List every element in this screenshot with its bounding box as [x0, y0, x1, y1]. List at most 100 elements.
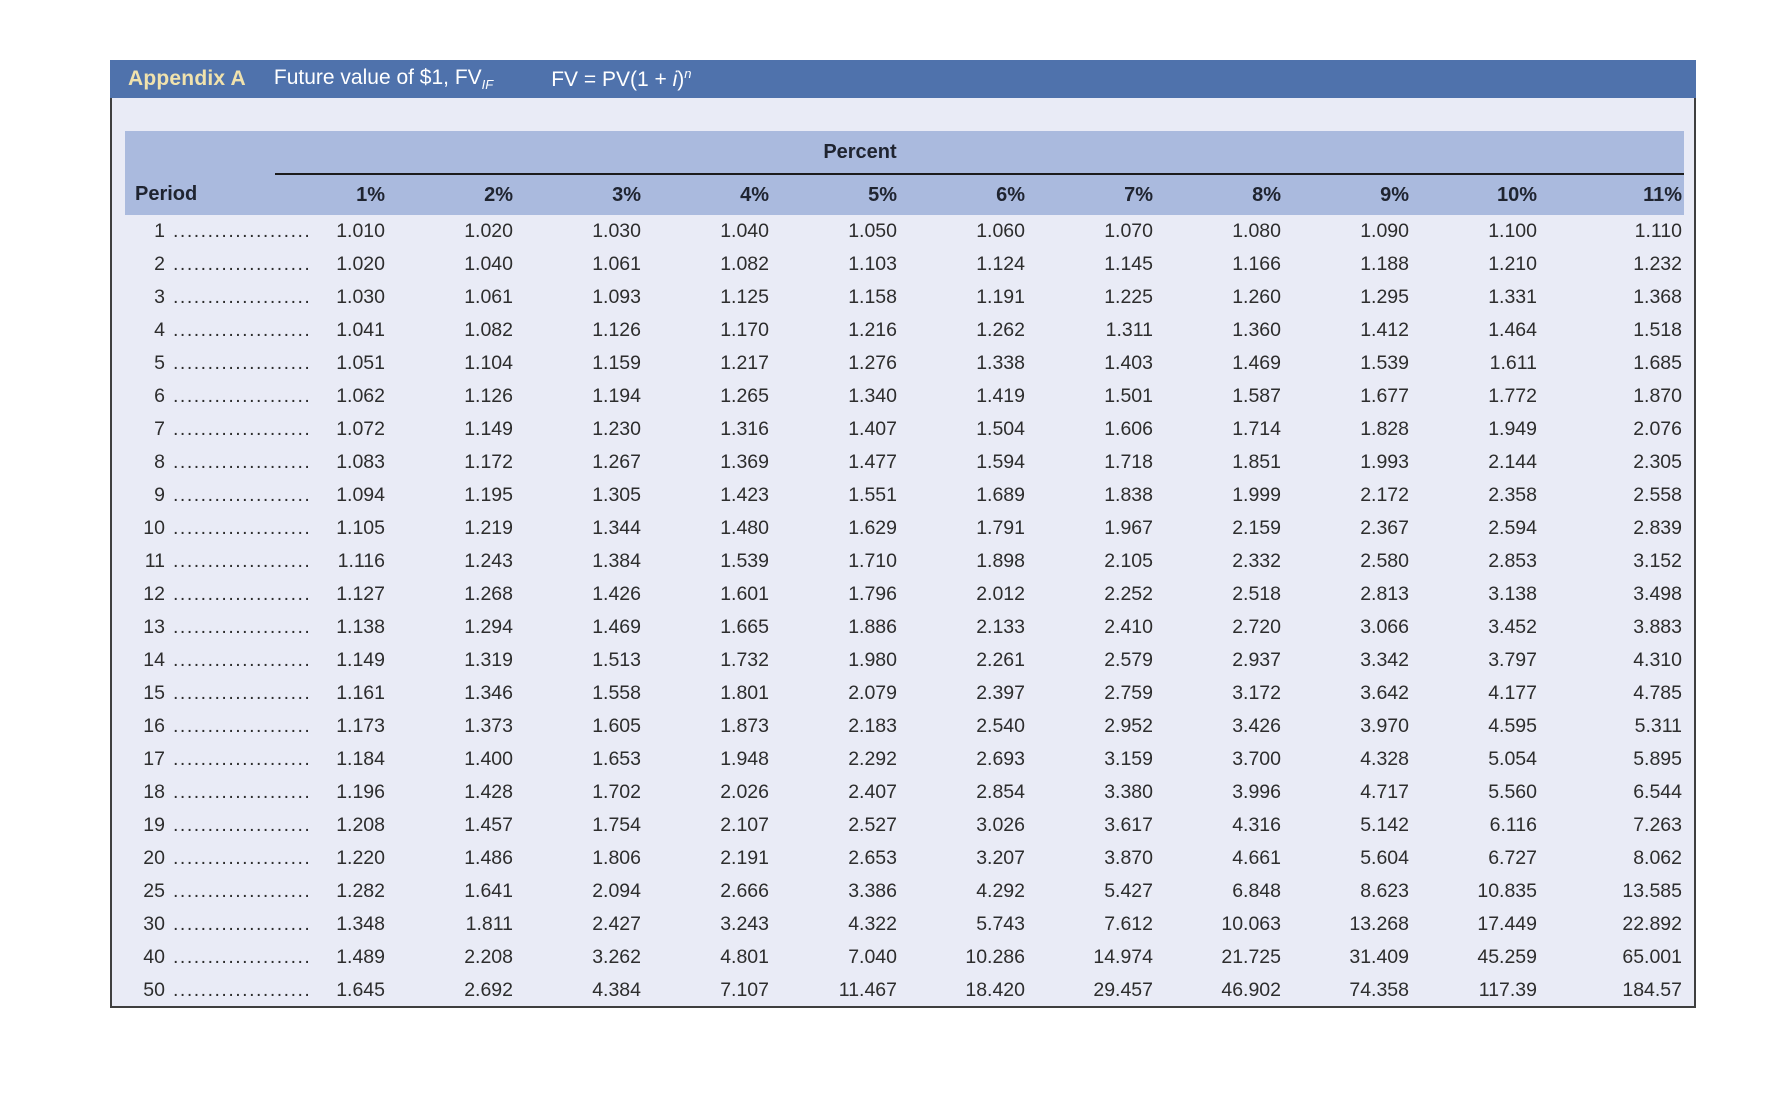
period-label: 5: [154, 352, 165, 374]
factor-value: 117.39: [1478, 979, 1537, 1001]
factor-value: 3.883: [1633, 616, 1683, 638]
factor-value: 1.010: [336, 220, 385, 242]
factor-value: 18.420: [965, 979, 1025, 1001]
factor-value: 5.054: [1488, 748, 1537, 770]
factor-value: 1.072: [336, 418, 385, 440]
factor-value: 1.050: [848, 220, 897, 242]
table-row: 2.................... 1.020 1.040 1.061 1.08…: [125, 248, 1684, 281]
factor-value: 1.262: [976, 319, 1025, 341]
factor-value: 1.126: [592, 319, 641, 341]
factor-value: 1.653: [592, 748, 641, 770]
table-row: 15.................... 1.161 1.346 1.558 1.8…: [125, 677, 1684, 710]
table-row: 17.................... 1.184 1.400 1.653 1.9…: [125, 743, 1684, 776]
period-column-header: Period: [125, 174, 275, 215]
factor-value: 1.338: [976, 352, 1025, 374]
dotted-leader: ....................: [173, 748, 312, 770]
factor-value: 1.412: [1360, 319, 1409, 341]
factor-value: 5.427: [1104, 880, 1153, 902]
factor-value: 8.062: [1633, 847, 1683, 869]
factor-value: 1.268: [464, 583, 513, 605]
factor-value: 1.948: [720, 748, 769, 770]
dotted-leader: ....................: [173, 781, 312, 803]
factor-value: 4.316: [1232, 814, 1281, 836]
factor-value: 1.967: [1104, 517, 1153, 539]
factor-value: 2.813: [1360, 583, 1409, 605]
period-label: 17: [143, 748, 165, 770]
factor-value: 1.457: [464, 814, 513, 836]
factor-value: 2.144: [1488, 451, 1537, 473]
factor-value: 1.518: [1633, 319, 1683, 341]
factor-value: 3.138: [1488, 583, 1537, 605]
factor-value: 2.183: [848, 715, 897, 737]
factor-value: 2.397: [976, 682, 1025, 704]
factor-value: 3.380: [1104, 781, 1153, 803]
factor-value: 74.358: [1349, 979, 1409, 1001]
period-cell: 25....................: [125, 875, 310, 908]
factor-value: 1.127: [336, 583, 385, 605]
factor-value: 1.080: [1232, 220, 1281, 242]
factor-value: 3.159: [1104, 748, 1153, 770]
factor-value: 1.346: [464, 682, 513, 704]
period-cell: 10....................: [125, 512, 310, 545]
factor-value: 1.082: [720, 253, 769, 275]
factor-value: 4.595: [1488, 715, 1537, 737]
factor-value: 1.898: [976, 550, 1025, 572]
factor-value: 3.243: [720, 913, 769, 935]
factor-value: 2.693: [976, 748, 1025, 770]
period-cell: 30....................: [125, 908, 310, 941]
factor-value: 2.410: [1104, 616, 1153, 638]
factor-value: 1.980: [848, 649, 897, 671]
factor-value: 1.172: [464, 451, 513, 473]
table-row: 7.................... 1.072 1.149 1.230 1.31…: [125, 413, 1684, 446]
formula: FV = PV(1 + i)n: [551, 66, 692, 91]
factor-value: 1.360: [1232, 319, 1281, 341]
factor-value: 29.457: [1093, 979, 1153, 1001]
factor-value: 1.811: [465, 913, 513, 935]
factor-value: 1.677: [1360, 385, 1409, 407]
factor-value: 1.428: [464, 781, 513, 803]
period-label: 25: [143, 880, 165, 902]
period-label: 16: [143, 715, 165, 737]
dotted-leader: ....................: [173, 847, 312, 869]
factor-value: 14.974: [1093, 946, 1153, 968]
factor-value: 5.311: [1634, 715, 1683, 737]
period-label: 30: [143, 913, 165, 935]
dotted-leader: ....................: [173, 880, 312, 902]
factor-value: 1.184: [336, 748, 385, 770]
factor-value: 2.076: [1633, 418, 1683, 440]
factor-value: 1.949: [1488, 418, 1537, 440]
factor-value: 2.853: [1488, 550, 1537, 572]
dotted-leader: ....................: [173, 715, 312, 737]
dotted-leader: ....................: [173, 352, 312, 374]
factor-value: 1.116: [337, 550, 385, 572]
factor-value: 2.107: [720, 814, 769, 836]
factor-value: 46.902: [1221, 979, 1281, 1001]
factor-value: 1.551: [848, 484, 897, 506]
factor-value: 1.020: [464, 220, 513, 242]
factor-value: 6.727: [1488, 847, 1537, 869]
factor-value: 1.294: [464, 616, 513, 638]
factor-value: 3.996: [1232, 781, 1281, 803]
factor-value: 1.110: [1634, 220, 1683, 242]
period-label: 18: [143, 781, 165, 803]
factor-value: 1.419: [976, 385, 1025, 407]
factor-value: 5.560: [1488, 781, 1537, 803]
factor-value: 2.653: [848, 847, 897, 869]
table-row: 6.................... 1.062 1.126 1.194 1.26…: [125, 380, 1684, 413]
column-header-2pct: 2%: [387, 174, 515, 215]
title-bar: Appendix A Future value of $1, FVIF FV =…: [110, 60, 1696, 98]
factor-value: 4.177: [1488, 682, 1537, 704]
factor-value: 10.835: [1477, 880, 1537, 902]
factor-value: 4.328: [1360, 748, 1409, 770]
table-row: 4.................... 1.041 1.082 1.126 1.17…: [125, 314, 1684, 347]
factor-value: 1.732: [720, 649, 769, 671]
factor-value: 1.305: [592, 484, 641, 506]
factor-value: 4.310: [1633, 649, 1683, 671]
period-label: 3: [154, 286, 165, 308]
dotted-leader: ....................: [173, 649, 312, 671]
table-row: 8.................... 1.083 1.172 1.267 1.36…: [125, 446, 1684, 479]
period-label: 8: [154, 451, 165, 473]
dotted-leader: ....................: [173, 286, 312, 308]
period-cell: 16....................: [125, 710, 310, 743]
factor-value: 1.219: [464, 517, 513, 539]
